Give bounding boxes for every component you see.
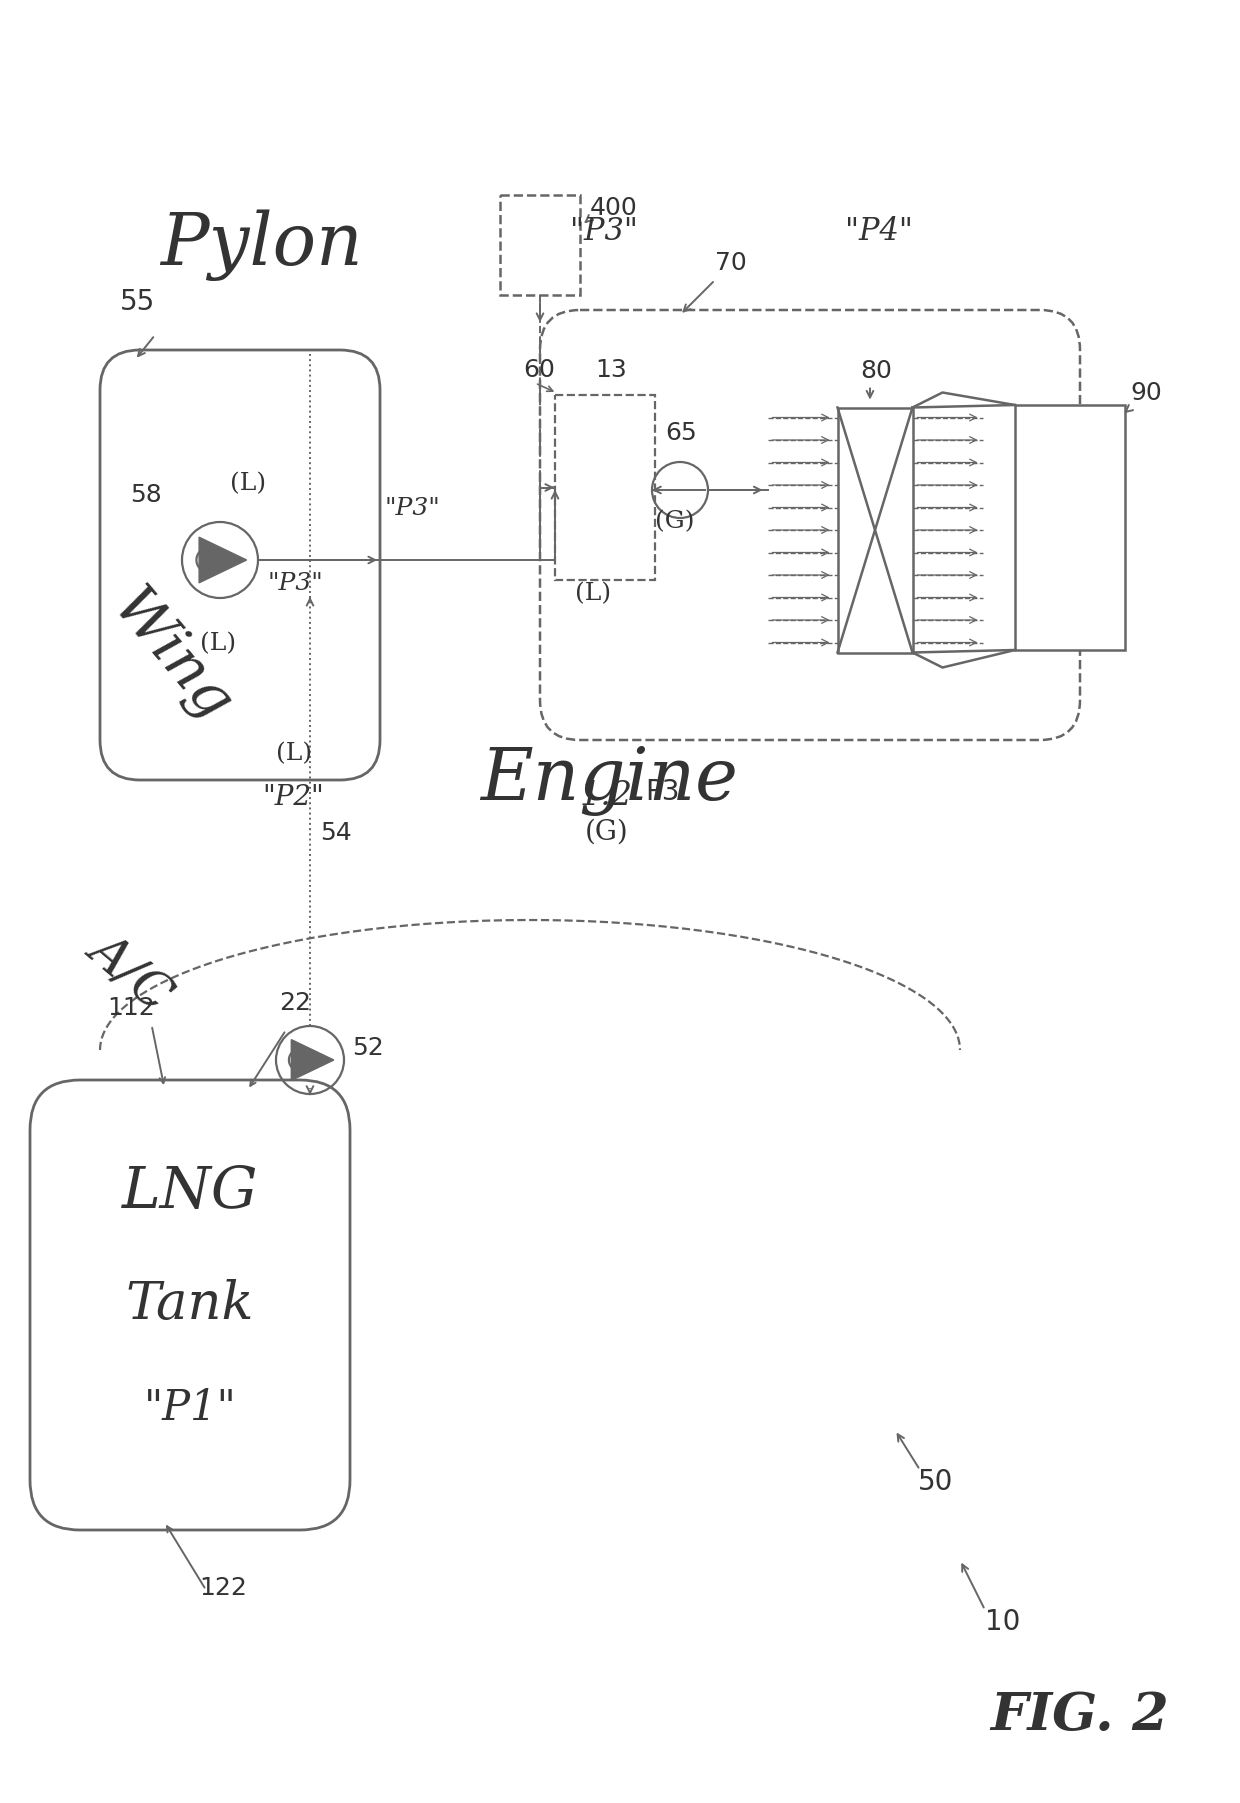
Text: 400: 400	[590, 197, 637, 220]
Text: 55: 55	[120, 288, 155, 316]
Text: (G): (G)	[585, 819, 629, 846]
Text: 58: 58	[130, 483, 161, 507]
Bar	[837, 407, 913, 653]
Text: 70: 70	[715, 251, 746, 276]
Text: 50: 50	[918, 1468, 954, 1496]
Polygon shape	[200, 537, 247, 582]
Text: (L): (L)	[575, 582, 611, 606]
Bar	[1016, 406, 1125, 651]
Text: 60: 60	[523, 359, 554, 382]
Text: LNG: LNG	[122, 1165, 258, 1221]
Text: 13: 13	[595, 359, 626, 382]
Text: Pylon: Pylon	[160, 209, 362, 281]
Text: 122: 122	[200, 1576, 248, 1599]
Bar	[500, 195, 580, 296]
Text: P3: P3	[645, 779, 680, 806]
Text: 10: 10	[985, 1608, 1021, 1635]
Text: 90: 90	[1130, 380, 1162, 406]
Bar	[556, 395, 655, 581]
Text: (G): (G)	[655, 510, 694, 534]
Text: Engine: Engine	[480, 745, 738, 817]
Text: 54: 54	[320, 820, 352, 846]
FancyBboxPatch shape	[30, 1080, 350, 1531]
Text: A/C: A/C	[81, 925, 182, 1020]
Text: "P2": "P2"	[262, 784, 324, 811]
Text: (L): (L)	[200, 633, 236, 654]
Text: "P4": "P4"	[844, 216, 913, 247]
Text: "P3": "P3"	[384, 498, 440, 519]
FancyBboxPatch shape	[539, 310, 1080, 739]
Text: "P3": "P3"	[570, 216, 637, 247]
Text: "P1": "P1"	[144, 1388, 237, 1430]
Text: "P3": "P3"	[268, 572, 324, 595]
Text: 80: 80	[861, 359, 892, 382]
Text: Wing: Wing	[100, 581, 242, 734]
FancyBboxPatch shape	[100, 350, 379, 781]
Text: 22: 22	[279, 992, 311, 1015]
Text: (L): (L)	[277, 743, 312, 764]
Text: (L): (L)	[229, 472, 267, 496]
Text: 65: 65	[665, 420, 697, 445]
Text: 112: 112	[107, 995, 155, 1020]
Text: FIG. 2: FIG. 2	[990, 1689, 1169, 1742]
Text: 1.2: 1.2	[580, 781, 634, 811]
Text: Tank: Tank	[125, 1280, 254, 1331]
Polygon shape	[291, 1040, 334, 1080]
Text: 52: 52	[352, 1037, 383, 1060]
